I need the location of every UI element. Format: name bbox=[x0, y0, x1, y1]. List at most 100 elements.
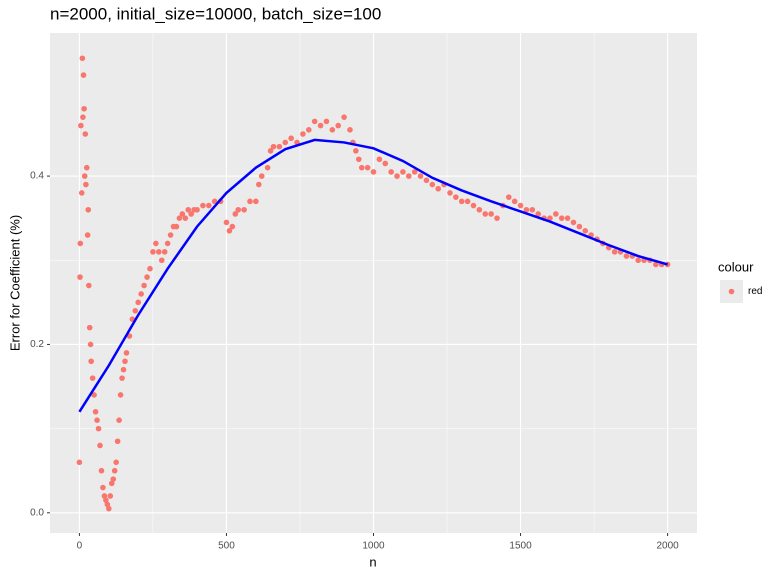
point bbox=[164, 240, 171, 247]
point bbox=[138, 291, 144, 297]
point bbox=[135, 299, 142, 306]
point bbox=[80, 114, 86, 120]
point bbox=[182, 215, 189, 221]
point bbox=[147, 265, 153, 272]
point bbox=[153, 240, 159, 247]
point bbox=[364, 164, 371, 171]
y-tick-label: 0.4 bbox=[30, 171, 44, 182]
point bbox=[394, 173, 400, 179]
point bbox=[311, 118, 318, 125]
legend-label: red bbox=[748, 286, 762, 297]
point bbox=[194, 206, 200, 213]
point bbox=[106, 505, 112, 512]
point bbox=[92, 408, 99, 415]
point bbox=[116, 417, 122, 424]
point bbox=[417, 173, 424, 179]
point bbox=[185, 206, 192, 213]
point bbox=[241, 206, 247, 213]
point bbox=[400, 169, 406, 175]
point bbox=[114, 438, 121, 445]
point bbox=[83, 181, 89, 188]
point bbox=[529, 206, 536, 213]
point bbox=[453, 194, 459, 200]
point bbox=[113, 459, 119, 466]
point bbox=[429, 181, 436, 188]
legend-point bbox=[728, 288, 735, 295]
point bbox=[288, 135, 294, 142]
point bbox=[82, 131, 89, 137]
legend-title: colour bbox=[718, 259, 754, 274]
point bbox=[200, 202, 206, 209]
point bbox=[306, 127, 312, 133]
point bbox=[270, 143, 277, 150]
point bbox=[564, 215, 571, 221]
point bbox=[122, 358, 128, 365]
point bbox=[611, 249, 618, 255]
point bbox=[635, 257, 641, 264]
chart-title: n=2000, initial_size=10000, batch_size=1… bbox=[50, 4, 381, 23]
point bbox=[523, 206, 530, 213]
point bbox=[80, 72, 87, 78]
point bbox=[353, 148, 359, 154]
point bbox=[405, 173, 412, 179]
y-tick-label: 0.0 bbox=[30, 507, 44, 518]
point bbox=[423, 177, 430, 184]
point bbox=[329, 127, 336, 133]
x-tick-label: 2000 bbox=[656, 541, 679, 552]
point bbox=[95, 425, 102, 432]
point bbox=[388, 169, 394, 175]
point bbox=[435, 185, 442, 192]
point bbox=[86, 282, 92, 289]
point bbox=[370, 169, 377, 175]
point bbox=[81, 105, 87, 112]
point bbox=[347, 127, 353, 133]
x-tick-label: 1000 bbox=[362, 541, 385, 552]
point bbox=[267, 148, 274, 154]
point bbox=[132, 307, 139, 314]
point bbox=[276, 143, 283, 150]
point bbox=[101, 493, 108, 499]
point bbox=[76, 459, 83, 466]
smooth-line bbox=[78, 138, 668, 413]
point bbox=[98, 467, 105, 474]
point bbox=[576, 223, 583, 230]
point bbox=[382, 160, 389, 167]
marks bbox=[76, 55, 671, 512]
point bbox=[211, 198, 218, 205]
point bbox=[79, 55, 86, 62]
point bbox=[91, 392, 97, 398]
point bbox=[582, 228, 589, 234]
point bbox=[570, 219, 577, 226]
point bbox=[511, 198, 518, 205]
point bbox=[535, 211, 541, 217]
x-axis-label: n bbox=[369, 554, 376, 569]
point bbox=[94, 417, 100, 424]
point bbox=[653, 261, 659, 268]
x-tick-label: 1500 bbox=[509, 541, 532, 552]
point bbox=[88, 358, 94, 365]
point bbox=[179, 211, 186, 217]
point bbox=[150, 249, 156, 255]
point bbox=[223, 219, 230, 226]
point bbox=[87, 341, 94, 348]
point bbox=[558, 215, 565, 221]
y-axis-label: Error for Coefficient (%) bbox=[7, 215, 22, 351]
point bbox=[141, 282, 147, 289]
point bbox=[78, 190, 85, 196]
point bbox=[108, 480, 115, 487]
point bbox=[117, 392, 124, 398]
point bbox=[476, 206, 483, 213]
point bbox=[167, 232, 174, 238]
point bbox=[547, 215, 553, 221]
point bbox=[86, 324, 93, 331]
point bbox=[505, 194, 512, 200]
point bbox=[111, 467, 118, 474]
point bbox=[84, 232, 91, 238]
point bbox=[158, 257, 165, 264]
point bbox=[323, 118, 330, 125]
point bbox=[235, 206, 242, 213]
y-tick-label: 0.2 bbox=[30, 339, 44, 350]
point bbox=[89, 375, 96, 381]
